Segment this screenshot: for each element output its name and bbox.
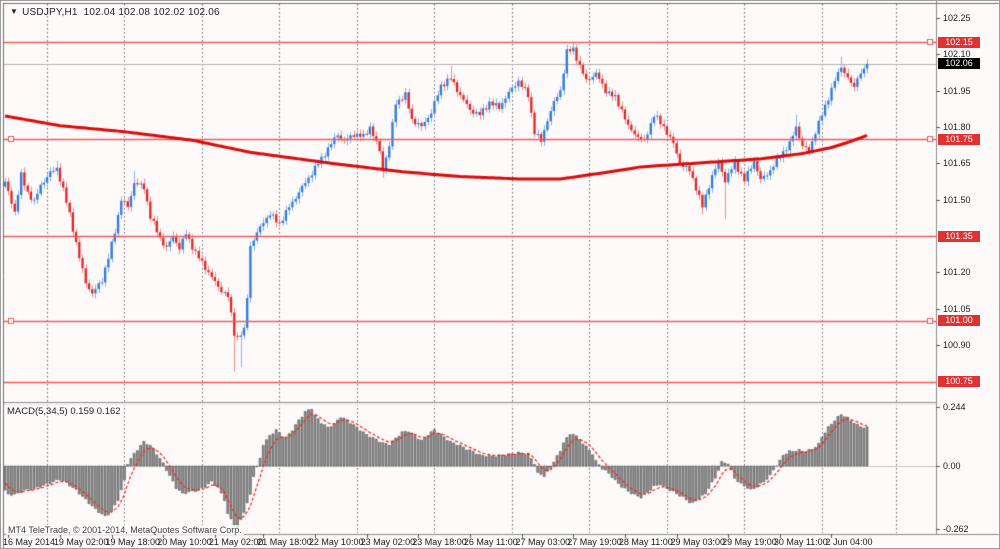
time-axis-label: 21 May 02:00 bbox=[208, 537, 264, 547]
quote-open: 102.04 bbox=[83, 7, 116, 18]
time-axis-label: 19 May 18:00 bbox=[105, 537, 161, 547]
time-axis-label: 28 May 11:00 bbox=[618, 537, 673, 547]
price-tick-label: 101.20 bbox=[943, 267, 971, 278]
time-axis-label: 19 May 02:00 bbox=[53, 537, 109, 547]
time-axis-label: 30 May 11:00 bbox=[773, 537, 828, 547]
price-level-badge: 101.75 bbox=[938, 133, 980, 145]
quote-close: 102.06 bbox=[187, 7, 220, 18]
symbol-period-label: USDJPY,H1 bbox=[22, 7, 78, 18]
price-tick-label: 101.95 bbox=[943, 85, 971, 96]
price-axis[interactable]: 102.25 102.10 101.95 101.80 101.65 101.50 101.… bbox=[937, 1, 999, 534]
price-tick-label: 101.80 bbox=[943, 121, 971, 132]
header-quote: ▼ USDJPY,H1 102.04 102.08 102.02 102.06 bbox=[10, 7, 220, 18]
price-tick-label: 101.65 bbox=[943, 158, 971, 169]
time-axis-label: 29 May 03:00 bbox=[670, 537, 726, 547]
copyright-label: MT4 TeleTrade, © 2001-2014, MetaQuotes S… bbox=[6, 525, 244, 535]
price-tick-label: 102.10 bbox=[943, 49, 971, 60]
time-axis-label: 29 May 19:00 bbox=[722, 537, 777, 547]
quote-low: 102.02 bbox=[153, 7, 185, 18]
macd-indicator-values: 0.159 0.162 bbox=[70, 406, 121, 417]
current-price-badge: 102.06 bbox=[938, 58, 980, 70]
time-axis-label: 20 May 10:00 bbox=[157, 537, 212, 547]
price-level-badge: 100.75 bbox=[938, 376, 980, 387]
time-axis-label: 22 May 10:00 bbox=[308, 537, 364, 547]
price-tick-label: 100.90 bbox=[943, 340, 971, 351]
time-axis-label: 27 May 19:00 bbox=[567, 537, 622, 547]
time-axis-label: 2 Jun 04:00 bbox=[825, 537, 873, 547]
time-axis-label: 27 May 03:00 bbox=[515, 537, 571, 547]
time-axis-label: 23 May 18:00 bbox=[412, 537, 467, 547]
time-axis-label: 23 May 02:00 bbox=[360, 537, 416, 547]
macd-tick-label: -0.262 bbox=[943, 523, 969, 534]
macd-indicator-label: MACD(5,34,5) 0.159 0.162 bbox=[7, 406, 121, 417]
price-tick-label: 101.05 bbox=[943, 303, 971, 314]
price-level-badge: 101.00 bbox=[938, 315, 980, 327]
time-axis-label: 16 May 2014 bbox=[3, 537, 56, 547]
macd-tick-label: 0.00 bbox=[943, 461, 961, 471]
price-tick-label: 102.25 bbox=[943, 12, 971, 23]
time-axis[interactable]: 16 May 2014 19 May 02:00 19 May 18:00 20 Ma… bbox=[1, 535, 999, 548]
price-level-badge: 102.15 bbox=[938, 36, 980, 48]
time-axis-label: 26 May 11:00 bbox=[463, 537, 518, 547]
symbol-dropdown-icon[interactable]: ▼ bbox=[10, 7, 19, 16]
time-axis-label: 21 May 18:00 bbox=[257, 537, 312, 547]
price-level-badge: 101.35 bbox=[938, 230, 980, 242]
macd-tick-label: 0.244 bbox=[943, 402, 966, 413]
quote-high: 102.08 bbox=[118, 7, 151, 18]
price-tick-label: 101.50 bbox=[943, 194, 971, 205]
